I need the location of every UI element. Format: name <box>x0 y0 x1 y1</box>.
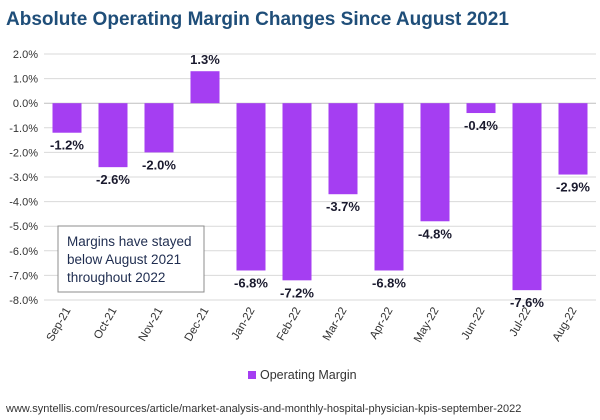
data-labels: -1.2% -2.6% -2.0% 1.3% -6.8% -7.2% -3.7% -6.8% -… <box>50 52 590 310</box>
bar-aug-22 <box>558 103 588 175</box>
annotation-box: Margins have stayed below August 2021 th… <box>57 225 205 293</box>
data-label-may-22: -4.8% <box>418 226 452 241</box>
y-tick-label: 1.0% <box>13 74 38 86</box>
bar-may-22 <box>420 103 450 222</box>
bar-dec-21 <box>190 71 220 104</box>
y-tick-label: -4.0% <box>9 197 38 209</box>
annotation-line-3: throughout 2022 <box>67 270 165 285</box>
x-tick-label: Sep-21 <box>45 306 74 344</box>
grid <box>44 53 596 301</box>
y-tick-label: -2.0% <box>9 147 38 159</box>
bar-feb-22 <box>282 103 312 281</box>
annotation-line-2: below August 2021 <box>67 252 181 267</box>
x-tick-label: Jul-22 <box>508 306 534 339</box>
data-label-jul-22: -7.6% <box>510 295 544 310</box>
legend-swatch <box>248 371 256 379</box>
bar-jan-22 <box>236 103 266 271</box>
bars <box>52 71 588 291</box>
data-label-apr-22: -6.8% <box>372 275 406 290</box>
annotation-line-1: Margins have stayed <box>67 234 192 249</box>
bar-apr-22 <box>374 103 404 271</box>
x-tick-label: Aug-22 <box>551 306 580 344</box>
x-tick-label: Jun-22 <box>460 306 488 342</box>
legend: Operating Margin <box>248 368 357 382</box>
x-tick-label: Apr-22 <box>368 306 396 342</box>
bar-jun-22 <box>466 103 496 114</box>
x-tick-label: Mar-22 <box>321 306 350 344</box>
data-label-jan-22: -6.8% <box>234 275 268 290</box>
y-tick-label: -8.0% <box>9 295 38 307</box>
bar-mar-22 <box>328 103 358 195</box>
x-tick-label: Feb-22 <box>275 306 304 344</box>
y-tick-label: 0.0% <box>13 98 38 110</box>
data-label-sep-21: -1.2% <box>50 138 84 153</box>
x-tick-label: Dec-21 <box>183 306 212 344</box>
data-label-jun-22: -0.4% <box>464 118 498 133</box>
x-axis-ticks: Sep-21 Oct-21 Nov-21 Dec-21 Jan-22 Feb-22 Mar-… <box>45 306 580 345</box>
data-label-nov-21: -2.0% <box>142 157 176 172</box>
y-axis-ticks: 2.0% 1.0% 0.0% -1.0% -2.0% -3.0% -4.0% -5.0% -6.… <box>9 49 38 307</box>
y-tick-label: -5.0% <box>9 221 38 233</box>
y-tick-label: -6.0% <box>9 246 38 258</box>
source-url: www.syntellis.com/resources/article/mark… <box>5 403 521 415</box>
bar-jul-22 <box>512 103 542 291</box>
data-label-mar-22: -3.7% <box>326 199 360 214</box>
legend-label: Operating Margin <box>260 368 357 382</box>
data-label-oct-21: -2.6% <box>96 172 130 187</box>
data-label-aug-22: -2.9% <box>556 180 590 195</box>
data-label-dec-21: 1.3% <box>190 52 220 67</box>
y-tick-label: -1.0% <box>9 123 38 135</box>
chart-title: Absolute Operating Margin Changes Since … <box>6 9 509 30</box>
data-label-feb-22: -7.2% <box>280 285 314 300</box>
bar-nov-21 <box>144 103 174 153</box>
y-tick-label: 2.0% <box>13 49 38 61</box>
x-tick-label: Oct-21 <box>92 306 120 342</box>
x-tick-label: Nov-21 <box>137 306 166 344</box>
x-tick-label: Jan-22 <box>230 306 258 342</box>
bar-oct-21 <box>98 103 128 168</box>
bar-sep-21 <box>52 103 82 133</box>
x-tick-label: May-22 <box>412 306 442 345</box>
y-tick-label: -3.0% <box>9 172 38 184</box>
y-tick-label: -7.0% <box>9 270 38 282</box>
